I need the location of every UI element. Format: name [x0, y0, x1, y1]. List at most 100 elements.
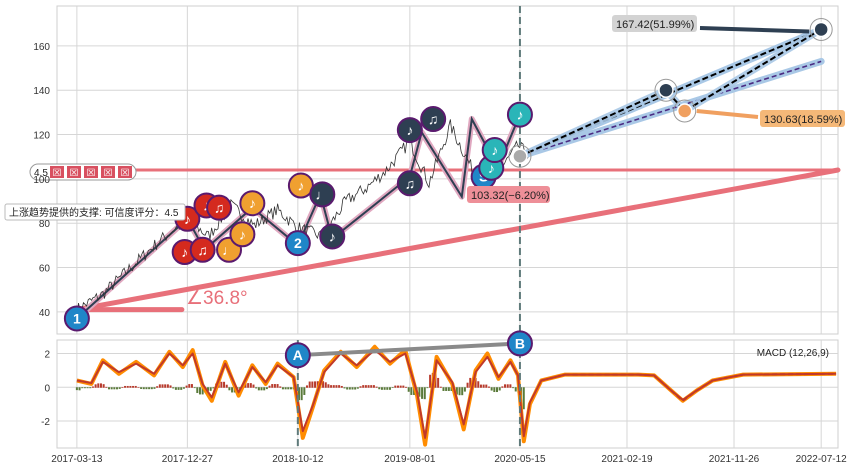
- macd-histogram-bar: [91, 386, 94, 388]
- macd-histogram-bar: [370, 385, 373, 388]
- x-tick-label: 2020-05-15: [494, 454, 546, 465]
- macd-histogram-bar: [105, 386, 108, 388]
- macd-histogram-bar: [177, 387, 180, 390]
- macd-histogram-bar: [479, 384, 482, 388]
- macd-histogram-bar: [386, 387, 389, 390]
- macd-histogram-bar: [351, 387, 354, 390]
- macd-histogram-bar: [506, 384, 509, 388]
- macd-histogram-bar: [485, 384, 488, 388]
- support-trend-line: [74, 167, 841, 313]
- price-y-tick-label: 120: [33, 131, 50, 142]
- forecast-ring-point: [658, 82, 674, 98]
- macd-histogram-bar: [340, 385, 343, 388]
- macd-histogram-bar: [169, 385, 172, 388]
- support-note-text: 上涨趋势提供的支撑: 可信度评分：4.5: [9, 206, 179, 219]
- score-icon: ☒: [70, 168, 79, 179]
- macd-histogram-bar: [512, 387, 515, 389]
- score-icon-box: [118, 166, 132, 178]
- macd-histogram-bar: [247, 383, 250, 388]
- macd-histogram-bar: [504, 384, 507, 388]
- macd-histogram-bar: [458, 387, 461, 396]
- score-icon: ☒: [104, 168, 113, 179]
- pattern-marker-label: ♪: [491, 142, 498, 158]
- macd-histogram-bar: [311, 381, 314, 388]
- macd-histogram-bar: [442, 387, 445, 391]
- macd-marker-label: B: [515, 335, 525, 351]
- macd-histogram-bar: [501, 386, 504, 388]
- macd-histogram-bar: [297, 387, 300, 401]
- macd-histogram-bar: [134, 385, 137, 388]
- pattern-marker-label: ♪: [249, 195, 256, 211]
- pattern-marker: [396, 170, 423, 197]
- macd-histogram-bar: [228, 387, 231, 391]
- support-note-box: [4, 203, 186, 221]
- forecast-ring-outer: [508, 144, 532, 168]
- target-high-box: [612, 15, 697, 32]
- pattern-marker-label: ♪: [184, 211, 191, 227]
- macd-histogram-bar: [380, 387, 383, 390]
- pattern-marker: [229, 221, 256, 248]
- macd-histogram-bar: [158, 384, 161, 388]
- macd-histogram-bar: [445, 387, 448, 391]
- macd-histogram-bar: [463, 387, 466, 392]
- macd-histogram-bar: [394, 385, 397, 388]
- pattern-marker: [319, 223, 346, 250]
- macd-histogram-bar: [493, 387, 496, 393]
- macd-histogram-bar: [124, 385, 127, 388]
- macd-histogram-bar: [97, 383, 100, 388]
- macd-histogram-bar: [421, 387, 424, 399]
- macd-histogram-bar: [487, 386, 490, 388]
- macd-histogram-bar: [474, 377, 477, 388]
- macd-divergence-line: [297, 341, 521, 358]
- score-icon-box: [50, 166, 64, 178]
- price-y-tick-label: 80: [39, 219, 51, 230]
- macd-projection-line: [541, 372, 837, 403]
- forecast-ring-point: [512, 148, 528, 165]
- macd-histogram-bar: [220, 381, 223, 388]
- target-mid-label: 130.63(18.59%): [764, 114, 842, 126]
- score-icon-box: [101, 166, 115, 178]
- macd-histogram-bar: [161, 384, 164, 388]
- price-y-tick-label: 100: [33, 175, 50, 186]
- macd-histogram-bar: [182, 387, 185, 389]
- forecast-path-line: [519, 28, 822, 158]
- score-icon: ☒: [87, 168, 96, 179]
- macd-histogram-bar: [402, 385, 405, 388]
- pattern-marker-label: ♪: [297, 178, 304, 194]
- macd-histogram-bar: [273, 384, 276, 388]
- pattern-marker: [420, 106, 447, 133]
- pattern-marker: [396, 117, 423, 144]
- macd-histogram-bar: [252, 384, 255, 388]
- macd-histogram-bar: [260, 387, 263, 391]
- pattern-marker: [239, 190, 266, 217]
- macd-histogram-bar: [346, 387, 349, 390]
- macd-histogram-bar: [469, 377, 472, 388]
- macd-histogram-bar: [354, 387, 357, 390]
- current-price-box: [467, 186, 550, 203]
- macd-histogram-bar: [338, 385, 341, 388]
- macd-y-tick-label: -2: [41, 417, 50, 428]
- pattern-marker: [309, 181, 336, 208]
- macd-histogram-bar: [212, 387, 215, 389]
- macd-histogram-bar: [423, 387, 426, 400]
- macd-histogram-bar: [522, 387, 525, 410]
- pattern-marker-label: ♩: [315, 186, 329, 202]
- macd-histogram-bar: [496, 387, 499, 393]
- macd-histogram-bar: [388, 387, 391, 390]
- forecast-ring-point: [676, 103, 693, 119]
- macd-histogram-bar: [271, 384, 274, 388]
- pattern-marker-label: ♪: [516, 107, 523, 123]
- price-y-tick-label: 40: [39, 308, 51, 319]
- macd-histogram-bar: [99, 383, 102, 388]
- macd-histogram-bar: [343, 387, 346, 389]
- macd-histogram-bar: [396, 385, 399, 388]
- macd-histogram-bar: [466, 382, 469, 388]
- macd-histogram-bar: [498, 387, 501, 391]
- macd-histogram-bar: [150, 387, 153, 390]
- angle-label: ∠36.8°: [186, 288, 248, 309]
- macd-histogram-bar: [201, 387, 204, 395]
- macd-histogram-bar: [249, 383, 252, 388]
- macd-histogram-bar: [231, 387, 234, 393]
